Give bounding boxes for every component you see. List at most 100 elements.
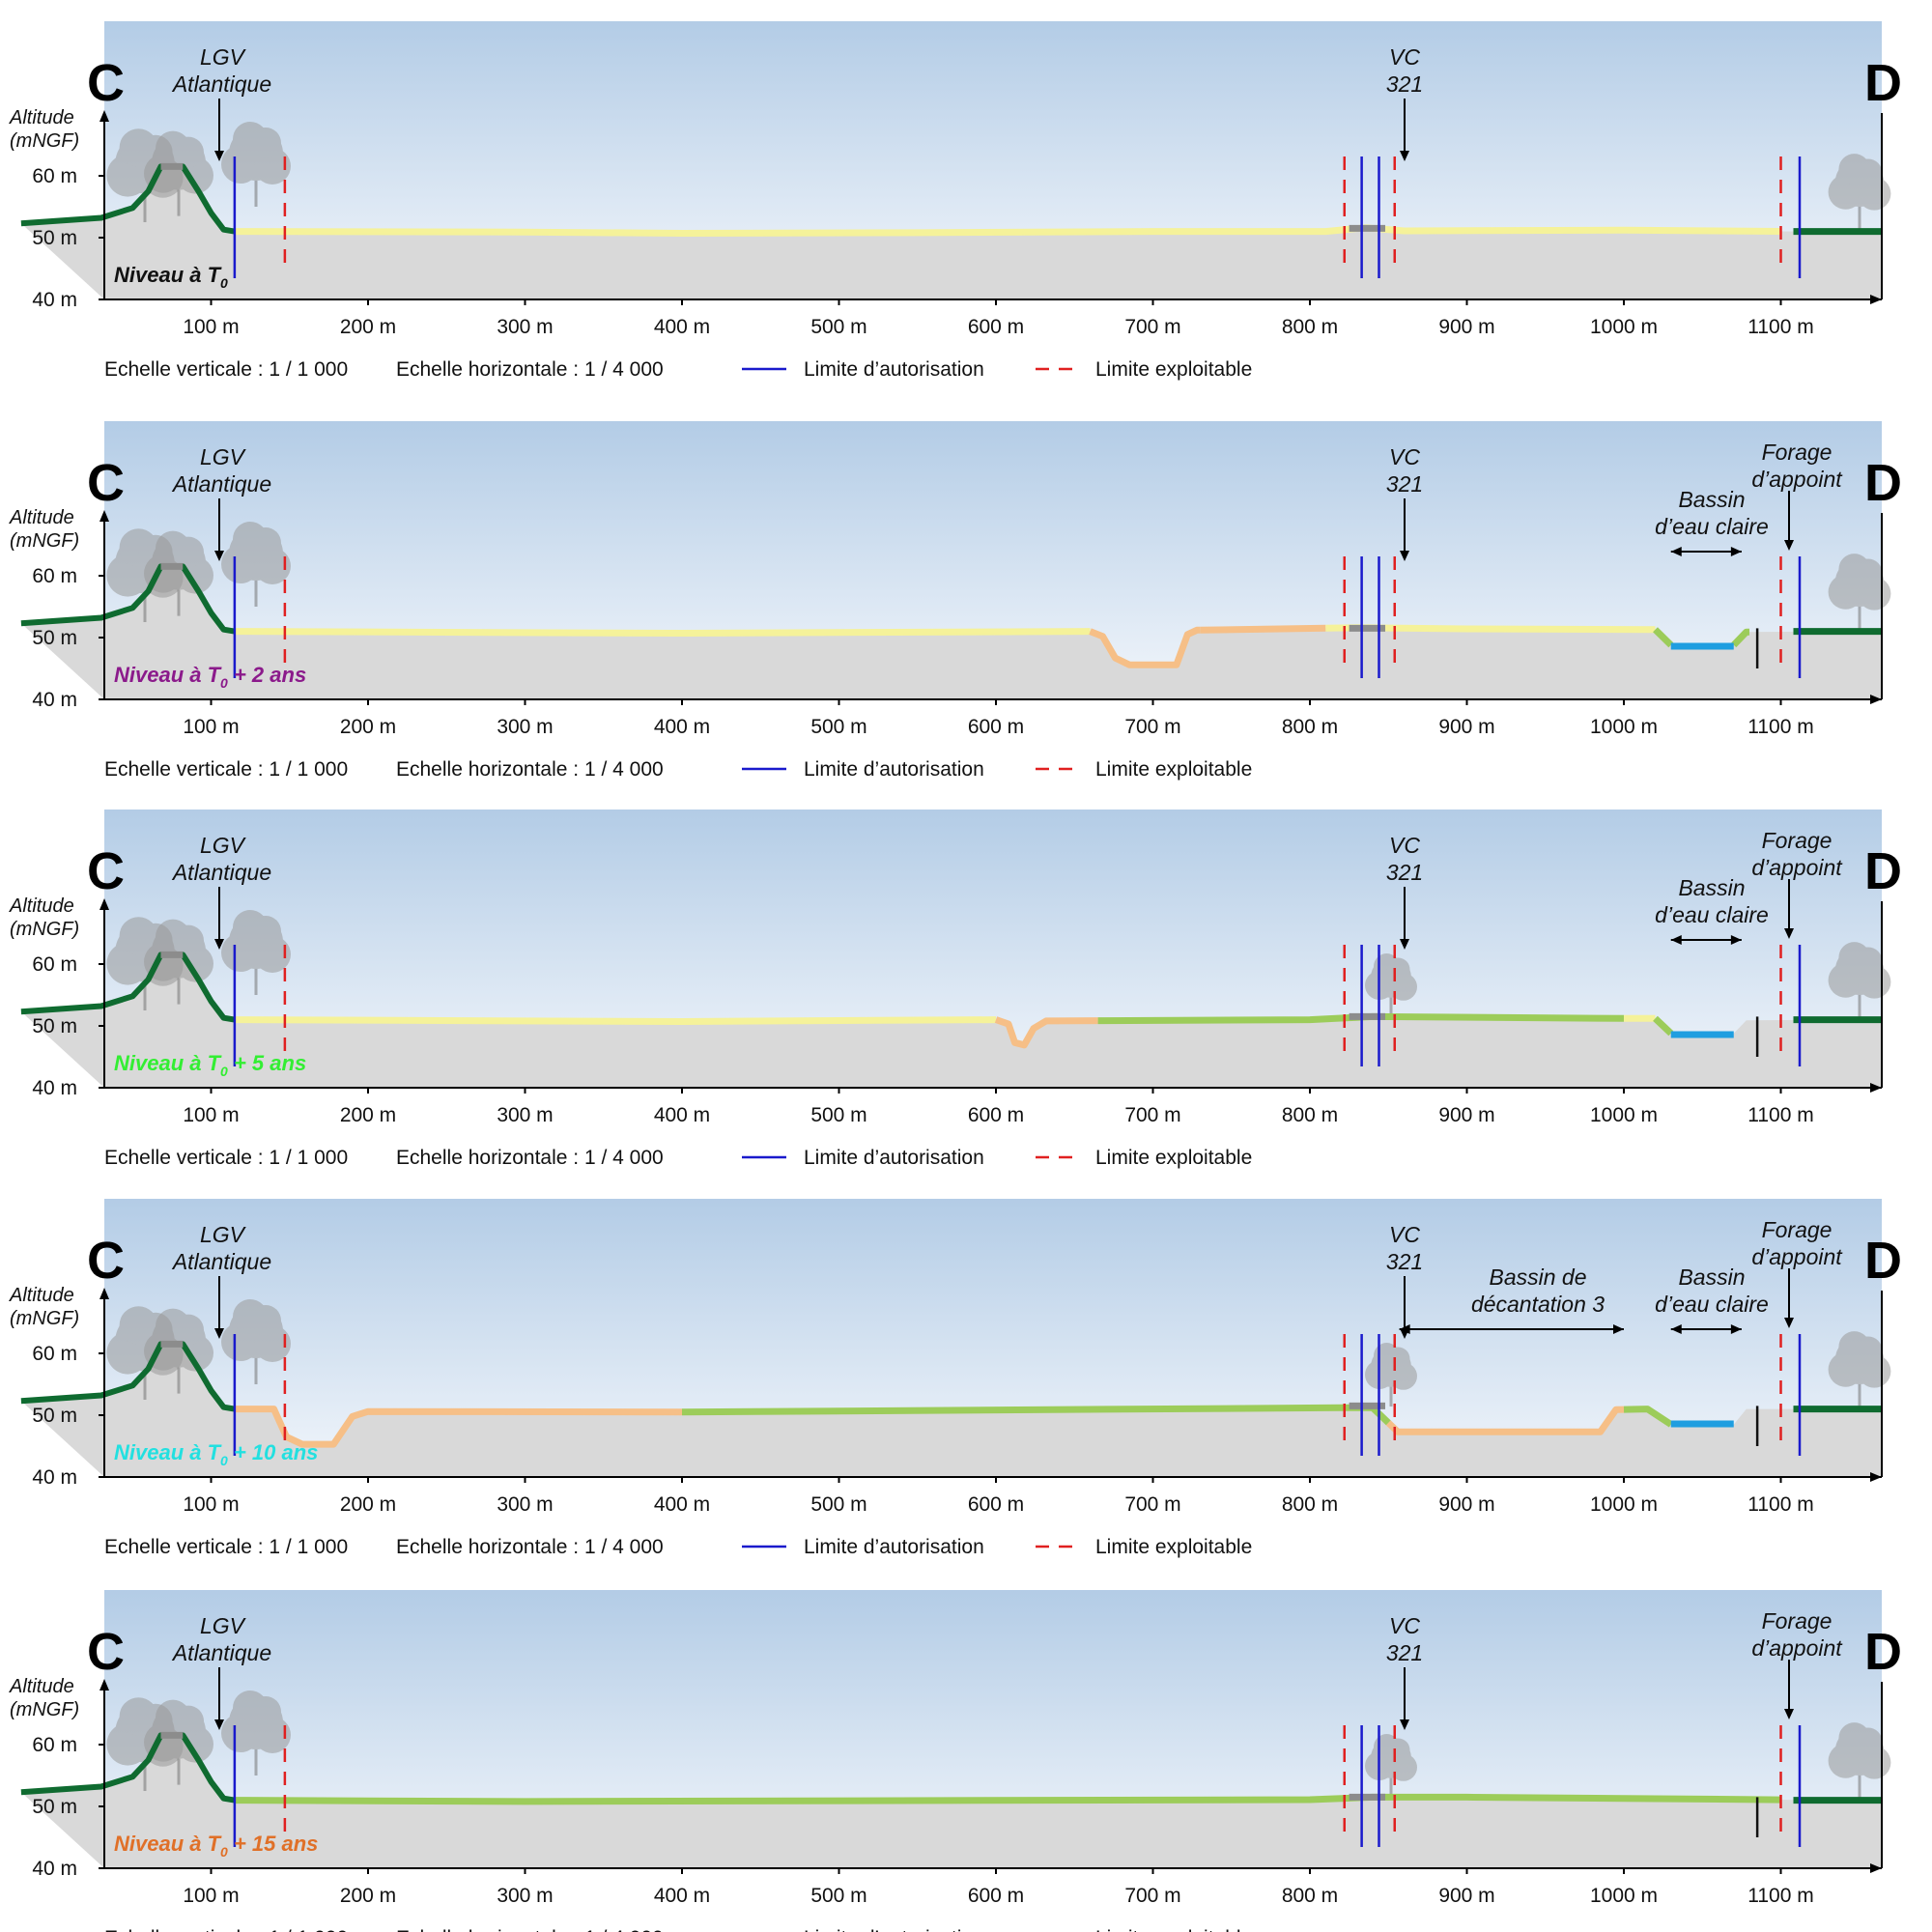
level-label-suffix: + 2 ans <box>228 663 306 687</box>
span-bassin-eau-claire-head-l <box>1670 935 1682 945</box>
x-tick-label: 300 m <box>497 1885 553 1907</box>
x-tick-label: 200 m <box>340 1885 396 1907</box>
level-label-subscript: 0 <box>220 1064 228 1079</box>
y-tick-label: 60 m <box>32 165 77 187</box>
legend-exploitable-label: Limite exploitable <box>1095 1927 1252 1932</box>
x-tick-label: 900 m <box>1438 316 1494 338</box>
annotation-bassin-eau-claire: d’eau claire <box>1655 902 1769 927</box>
y-tick-label: 60 m <box>32 953 77 976</box>
arrow-vc321-head <box>1400 1719 1409 1730</box>
annotation-bassin-eau-claire: d’eau claire <box>1655 1292 1769 1317</box>
section-panel-1: 60 m 50 m 40 m 100 m 200 m 300 m 400 m 500 m 600… <box>9 21 1902 381</box>
legend-authorization-label: Limite d’autorisation <box>804 758 984 781</box>
surface-band-5 <box>1653 1015 1674 1037</box>
vertical-scale-text: Echelle verticale : 1 / 1 000 <box>104 358 348 381</box>
x-tick-label: 700 m <box>1124 1104 1180 1126</box>
y-tick-label: 50 m <box>32 227 77 249</box>
annotation-lgv: Atlantique <box>171 471 271 497</box>
level-label-suffix: + 15 ans <box>228 1832 319 1856</box>
y-tick-label: 50 m <box>32 627 77 649</box>
span-bassin-decantation-head-l <box>1399 1324 1410 1334</box>
x-tick-label: 100 m <box>183 1493 239 1516</box>
annotation-lgv: Atlantique <box>171 860 271 885</box>
surface-band-2 <box>1089 626 1201 668</box>
x-tick-label: 200 m <box>340 1104 396 1126</box>
x-tick-label: 500 m <box>810 1885 867 1907</box>
tree-right-1 <box>1828 1331 1891 1408</box>
x-axis-arrow <box>1870 695 1882 704</box>
x-tick-label: 300 m <box>497 1104 553 1126</box>
section-start-letter: C <box>87 842 125 900</box>
annotation-vc321: 321 <box>1386 860 1423 885</box>
level-label-subscript: 0 <box>220 1453 228 1468</box>
tree-left-3 <box>221 910 291 995</box>
x-tick-label: 1000 m <box>1590 716 1658 738</box>
annotation-vc321: VC <box>1389 444 1420 469</box>
annotation-forage: d’appoint <box>1751 855 1843 880</box>
legend-exploitable-label: Limite exploitable <box>1095 1147 1252 1169</box>
annotation-lgv: LGV <box>200 1222 247 1247</box>
x-tick-label: 100 m <box>183 716 239 738</box>
y-tick-label: 40 m <box>32 1077 77 1099</box>
x-axis-arrow <box>1870 295 1882 304</box>
horizontal-scale-text: Echelle horizontale : 1 / 4 000 <box>396 358 664 381</box>
y-axis-arrow <box>99 1288 109 1299</box>
section-end-letter: D <box>1864 842 1902 900</box>
span-bassin-decantation-head-r <box>1613 1324 1624 1334</box>
tree-vc-1 <box>1365 1734 1417 1799</box>
section-start-letter: C <box>87 54 125 112</box>
x-tick-label: 700 m <box>1124 1885 1180 1907</box>
legend-authorization-label: Limite d’autorisation <box>804 358 984 381</box>
section-start-letter: C <box>87 1623 125 1681</box>
x-tick-label: 400 m <box>654 316 710 338</box>
x-tick-label: 700 m <box>1124 1493 1180 1516</box>
level-label-suffix: + 10 ans <box>228 1440 319 1464</box>
annotation-vc321: 321 <box>1386 71 1423 97</box>
surface-band-6 <box>1731 628 1750 648</box>
x-tick-label: 900 m <box>1438 1885 1494 1907</box>
y-tick-label: 60 m <box>32 1734 77 1756</box>
surface-band-5 <box>1653 627 1674 648</box>
annotation-forage: d’appoint <box>1751 467 1843 492</box>
span-bassin-eau-claire-head-r <box>1730 547 1742 556</box>
x-tick-label: 1000 m <box>1590 1104 1658 1126</box>
y-tick-label: 60 m <box>32 565 77 587</box>
section-panel-5: 60 m 50 m 40 m 100 m 200 m 300 m 400 m 500 m 600… <box>9 1590 1902 1932</box>
horizontal-scale-text: Echelle horizontale : 1 / 4 000 <box>396 1536 664 1558</box>
x-tick-label: 900 m <box>1438 1104 1494 1126</box>
arrow-forage-head <box>1784 928 1794 939</box>
x-tick-label: 600 m <box>968 1493 1024 1516</box>
section-panel-3: 60 m 50 m 40 m 100 m 200 m 300 m 400 m 500 m 600… <box>9 810 1902 1169</box>
x-tick-label: 500 m <box>810 1104 867 1126</box>
span-bassin-eau-claire-head-r <box>1730 1324 1742 1334</box>
annotation-bassin-decantation: décantation 3 <box>1471 1292 1605 1317</box>
tree-right-1 <box>1828 942 1891 1019</box>
x-tick-label: 100 m <box>183 316 239 338</box>
x-axis-arrow <box>1870 1083 1882 1093</box>
x-tick-label: 800 m <box>1282 1885 1338 1907</box>
x-tick-label: 100 m <box>183 1104 239 1126</box>
level-label-subscript: 0 <box>220 275 228 291</box>
altitude-title: (mNGF) <box>10 919 79 940</box>
x-tick-label: 800 m <box>1282 1493 1338 1516</box>
y-tick-label: 40 m <box>32 689 77 711</box>
arrow-forage-head <box>1784 1318 1794 1328</box>
y-axis-arrow <box>99 110 109 122</box>
annotation-lgv: LGV <box>200 1613 247 1638</box>
y-axis-arrow <box>99 510 109 522</box>
legend-authorization-label: Limite d’autorisation <box>804 1147 984 1169</box>
arrow-lgv-head <box>214 151 224 161</box>
y-axis-arrow <box>99 898 109 910</box>
annotation-forage: d’appoint <box>1751 1635 1843 1661</box>
surface-band-2 <box>994 1016 1098 1049</box>
tree-left-3 <box>221 522 291 607</box>
x-tick-label: 1000 m <box>1590 316 1658 338</box>
x-tick-label: 1100 m <box>1747 1104 1814 1126</box>
legend-exploitable-label: Limite exploitable <box>1095 758 1252 781</box>
x-tick-label: 600 m <box>968 1885 1024 1907</box>
x-tick-label: 1000 m <box>1590 1885 1658 1907</box>
legend-authorization-label: Limite d’autorisation <box>804 1927 984 1932</box>
surface-band-4 <box>1623 1406 1673 1428</box>
altitude-title: Altitude <box>9 1676 74 1697</box>
